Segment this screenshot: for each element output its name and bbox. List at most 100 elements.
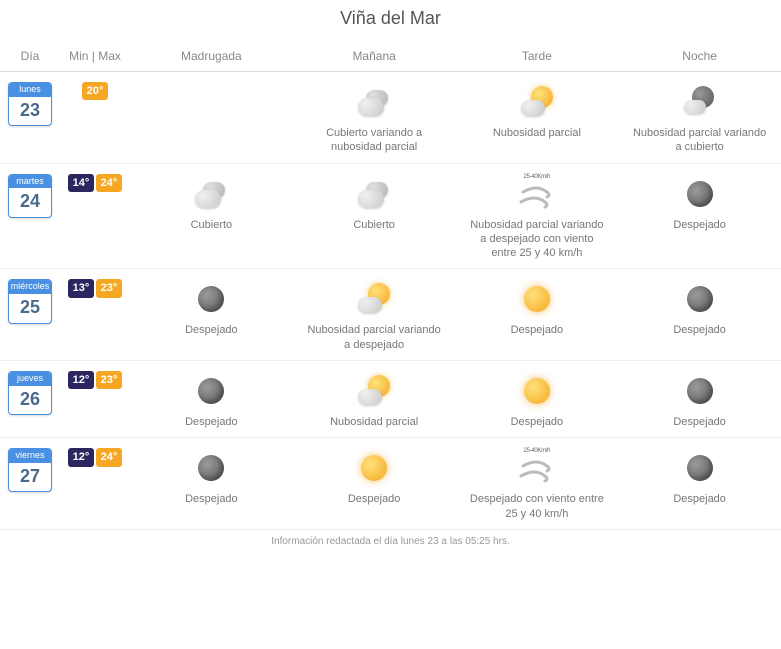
- temp-cell: 20°: [60, 72, 130, 164]
- night-partly-icon: [680, 82, 720, 122]
- partly-sunny-icon: [517, 82, 557, 122]
- forecast-cell: Despejado: [456, 269, 619, 361]
- forecast-desc: Cubierto variando a nubosidad parcial: [304, 126, 444, 155]
- sunny-icon: [517, 279, 557, 319]
- forecast-cell: Despejado: [130, 269, 293, 361]
- col-afternoon: Tarde: [456, 41, 619, 72]
- wind-icon: 25-40Km/h: [517, 448, 557, 488]
- temp-cell: 12°24°: [60, 438, 130, 530]
- day-number: 23: [9, 97, 51, 125]
- temp-max: 20°: [82, 82, 108, 100]
- day-badge: jueves26: [8, 371, 52, 415]
- forecast-cell: 25-40Km/h Nubosidad parcial variando a de…: [456, 163, 619, 269]
- temp-max: 24°: [96, 174, 122, 192]
- forecast-cell: Despejado: [618, 438, 781, 530]
- col-morning: Mañana: [293, 41, 456, 72]
- day-of-week: viernes: [9, 449, 51, 463]
- sunny-icon: [517, 371, 557, 411]
- day-of-week: martes: [9, 175, 51, 189]
- clear-night-icon: [680, 371, 720, 411]
- temp-max: 23°: [96, 371, 122, 389]
- day-number: 24: [9, 188, 51, 216]
- forecast-cell: Despejado: [293, 438, 456, 530]
- clear-night-icon: [680, 174, 720, 214]
- forecast-desc: Nubosidad parcial: [304, 415, 444, 429]
- table-row: lunes23 20° Cubierto variando a nubosidad …: [0, 72, 781, 164]
- forecast-desc: Nubosidad parcial variando a cubierto: [630, 126, 770, 155]
- day-number: 27: [9, 463, 51, 491]
- forecast-cell: Despejado: [130, 361, 293, 438]
- cloudy-icon: [354, 82, 394, 122]
- forecast-desc: Despejado: [141, 415, 281, 429]
- forecast-cell: Cubierto: [130, 163, 293, 269]
- footer-note: Información redactada el día lunes 23 a …: [0, 530, 781, 557]
- forecast-desc: Despejado: [630, 415, 770, 429]
- cloudy-icon: [191, 174, 231, 214]
- wind-speed-label: 25-40Km/h: [517, 448, 557, 456]
- forecast-cell: Cubierto: [293, 163, 456, 269]
- temp-max: 24°: [96, 448, 122, 466]
- forecast-desc: Cubierto: [141, 218, 281, 232]
- partly-sunny-icon: [354, 279, 394, 319]
- forecast-cell: Despejado: [618, 163, 781, 269]
- forecast-desc: Despejado: [141, 323, 281, 337]
- temp-min: 14°: [68, 174, 94, 192]
- forecast-desc: Cubierto: [304, 218, 444, 232]
- forecast-cell: Despejado: [618, 361, 781, 438]
- forecast-desc: Nubosidad parcial variando a despejado c…: [467, 218, 607, 261]
- temp-min: 13°: [68, 279, 94, 297]
- day-badge: miércoles25: [8, 279, 52, 323]
- table-row: miércoles2513°23°DespejadoNubosidad parc…: [0, 269, 781, 361]
- clear-night-icon: [680, 279, 720, 319]
- temp-cell: 12°23°: [60, 361, 130, 438]
- day-cell: martes24: [0, 163, 60, 269]
- table-row: jueves2612°23°DespejadoNubosidad parcial…: [0, 361, 781, 438]
- forecast-cell: Nubosidad parcial variando a cubierto: [618, 72, 781, 164]
- wind-speed-label: 25-40Km/h: [517, 174, 557, 182]
- temp-cell: 14°24°: [60, 163, 130, 269]
- col-minmax: Min | Max: [60, 41, 130, 72]
- sunny-icon: [354, 448, 394, 488]
- day-badge: viernes27: [8, 448, 52, 492]
- forecast-cell: Despejado: [456, 361, 619, 438]
- forecast-desc: Despejado: [630, 492, 770, 506]
- forecast-desc: Despejado: [630, 218, 770, 232]
- forecast-cell: Nubosidad parcial variando a despejado: [293, 269, 456, 361]
- day-number: 25: [9, 294, 51, 322]
- forecast-desc: Despejado con viento entre 25 y 40 km/h: [467, 492, 607, 521]
- temp-max: 23°: [96, 279, 122, 297]
- clear-night-icon: [191, 448, 231, 488]
- temp-min: 12°: [68, 448, 94, 466]
- table-row: viernes2712°24°DespejadoDespejado25-40Km…: [0, 438, 781, 530]
- temp-min: 12°: [68, 371, 94, 389]
- day-cell: lunes23: [0, 72, 60, 164]
- day-cell: jueves26: [0, 361, 60, 438]
- clear-night-icon: [680, 448, 720, 488]
- day-of-week: miércoles: [9, 280, 51, 294]
- forecast-desc: Despejado: [304, 492, 444, 506]
- day-cell: miércoles25: [0, 269, 60, 361]
- day-of-week: lunes: [9, 83, 51, 97]
- forecast-desc: Nubosidad parcial: [467, 126, 607, 140]
- forecast-cell: [130, 72, 293, 164]
- temp-cell: 13°23°: [60, 269, 130, 361]
- forecast-table: Día Min | Max Madrugada Mañana Tarde Noc…: [0, 41, 781, 530]
- day-badge: lunes23: [8, 82, 52, 126]
- forecast-desc: Despejado: [630, 323, 770, 337]
- clear-night-icon: [191, 371, 231, 411]
- wind-icon: 25-40Km/h: [517, 174, 557, 214]
- col-dawn: Madrugada: [130, 41, 293, 72]
- partly-sunny-icon: [354, 371, 394, 411]
- day-badge: martes24: [8, 174, 52, 218]
- forecast-desc: Nubosidad parcial variando a despejado: [304, 323, 444, 352]
- forecast-desc: Despejado: [141, 492, 281, 506]
- forecast-cell: Cubierto variando a nubosidad parcial: [293, 72, 456, 164]
- day-cell: viernes27: [0, 438, 60, 530]
- forecast-cell: Despejado: [618, 269, 781, 361]
- forecast-cell: Nubosidad parcial: [456, 72, 619, 164]
- table-header-row: Día Min | Max Madrugada Mañana Tarde Noc…: [0, 41, 781, 72]
- cloudy-icon: [354, 174, 394, 214]
- col-night: Noche: [618, 41, 781, 72]
- table-row: martes2414°24°CubiertoCubierto25-40Km/hN…: [0, 163, 781, 269]
- day-of-week: jueves: [9, 372, 51, 386]
